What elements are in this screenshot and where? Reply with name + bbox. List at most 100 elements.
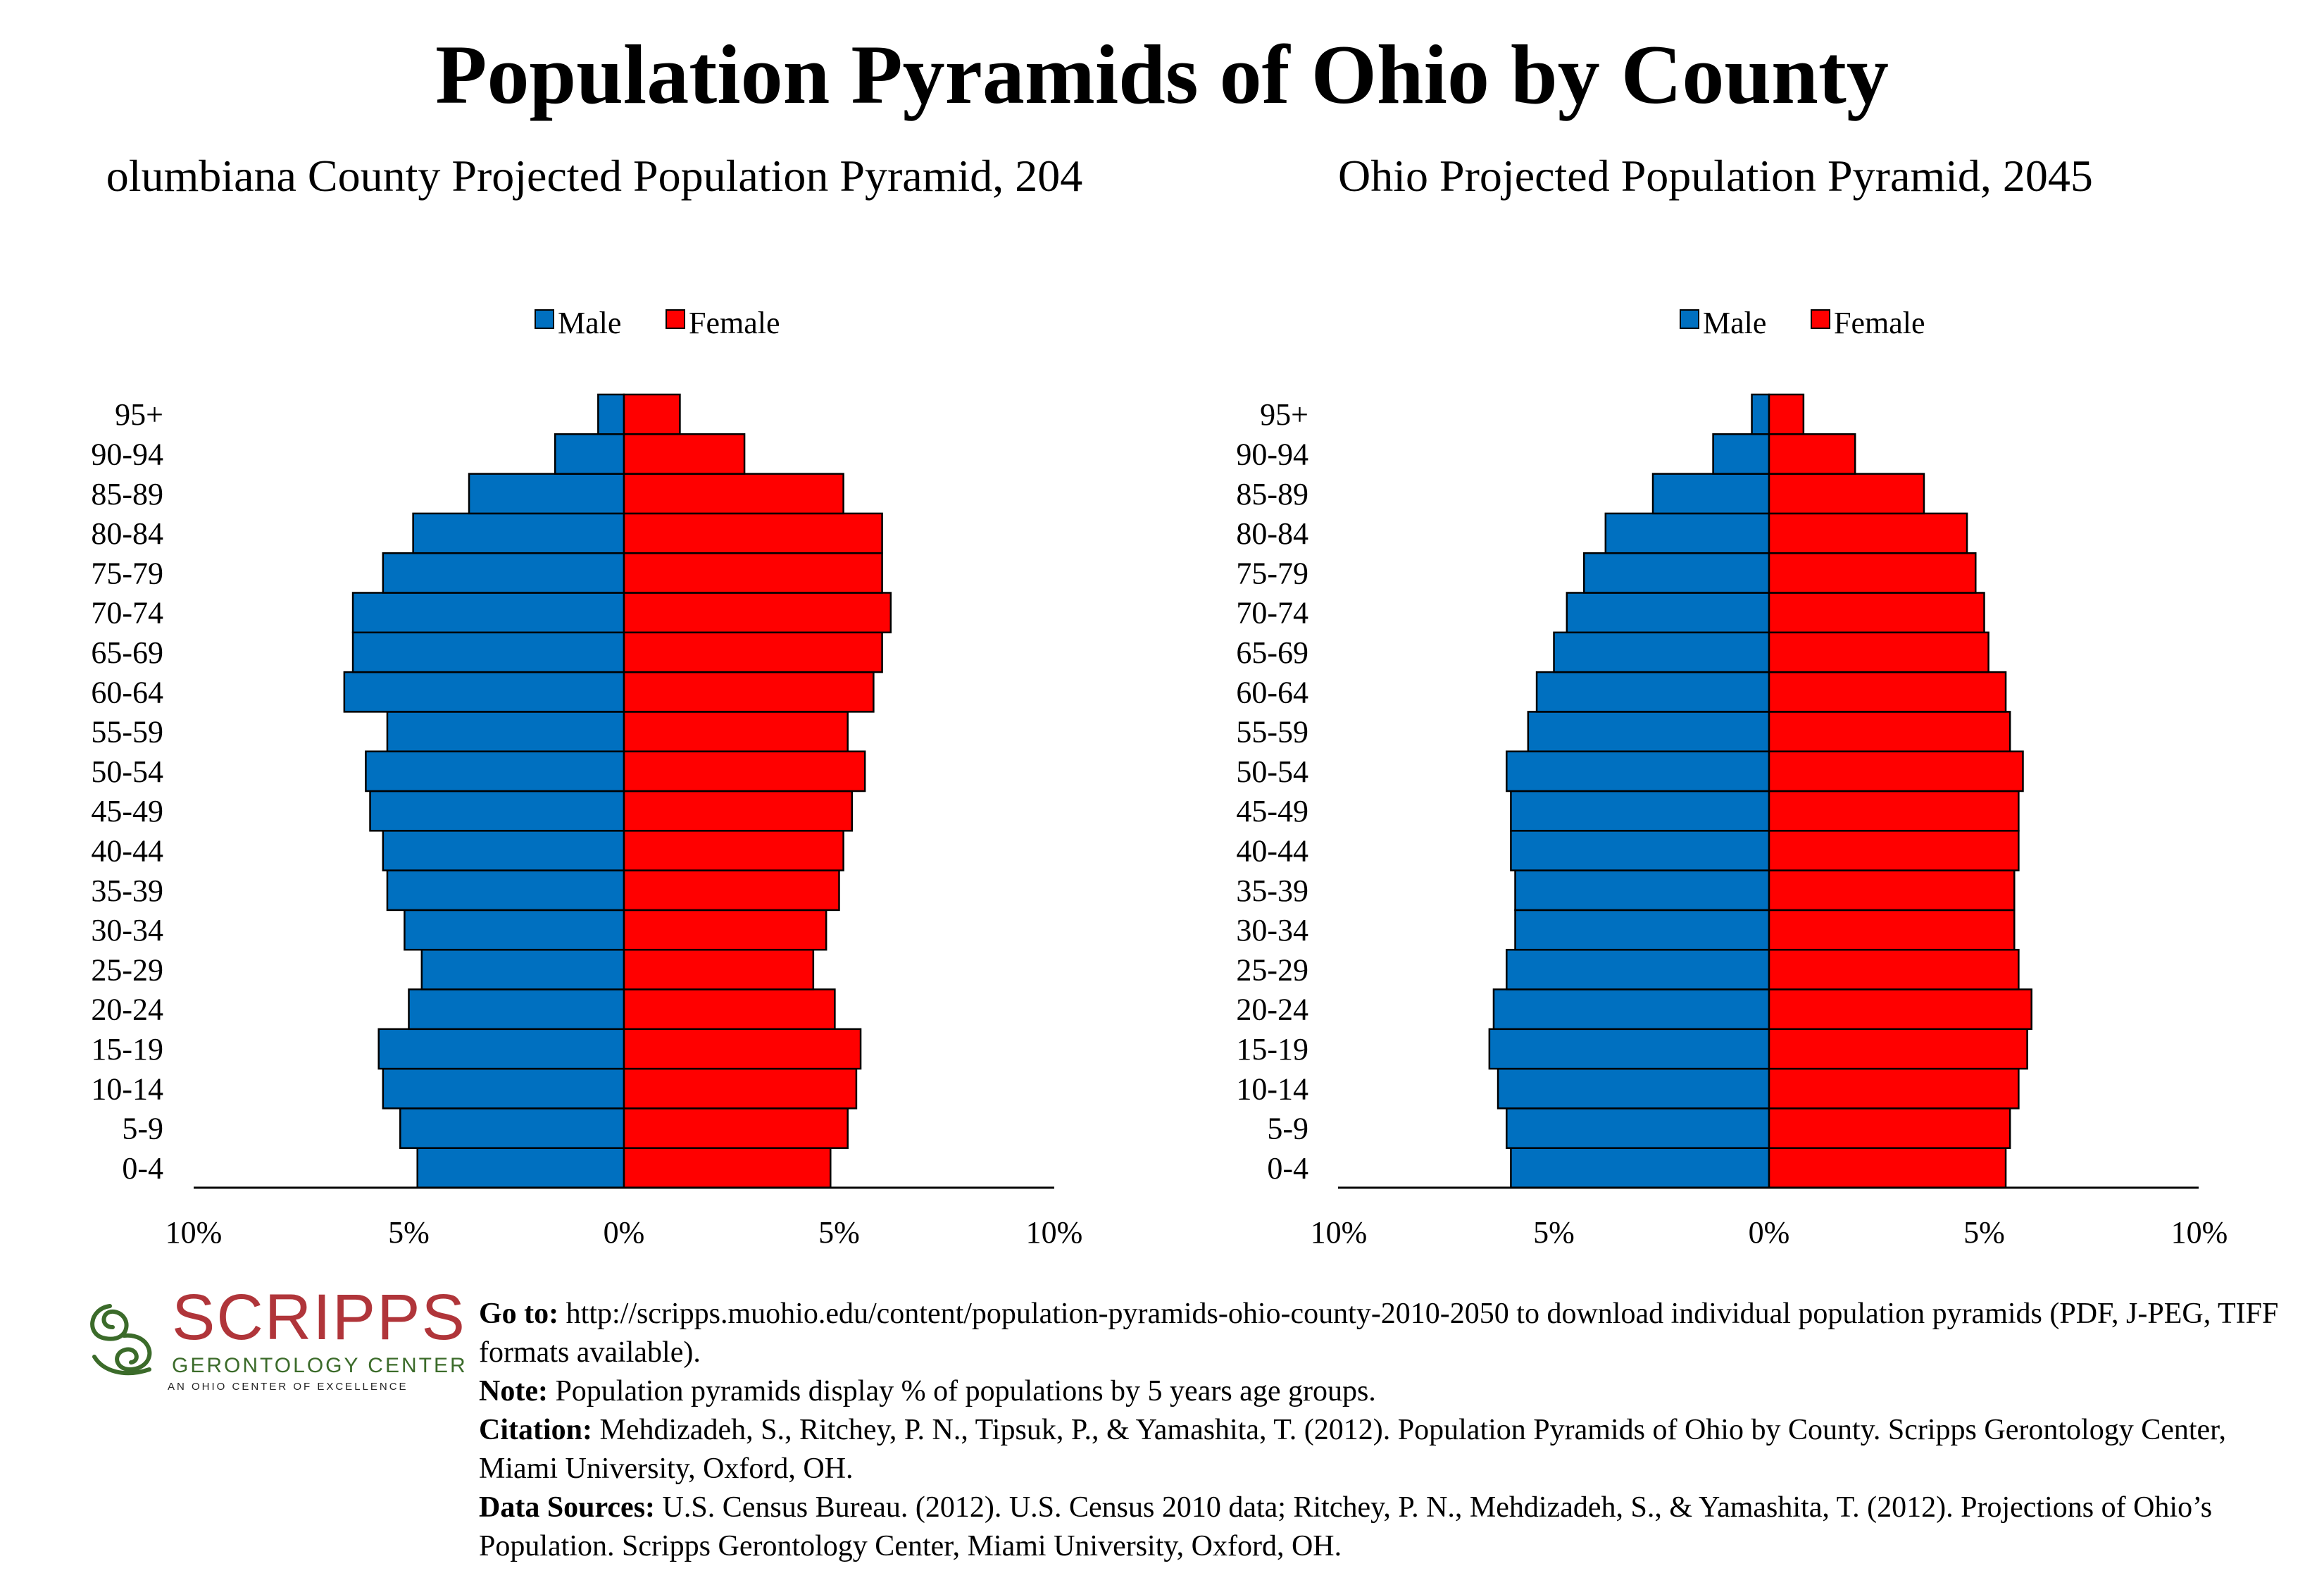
logo-word: SCRIPPS (172, 1281, 466, 1353)
bar-male-65-69 (1553, 631, 1770, 673)
bar-female-5-9 (1768, 1107, 2011, 1149)
x-tick-label: 5% (1533, 1215, 1575, 1250)
bar-female-90-94 (1768, 433, 1856, 475)
bar-male-95+ (597, 393, 625, 435)
bar-male-10-14 (382, 1067, 625, 1110)
age-label-50-54: 50-54 (1236, 754, 1308, 789)
legend-swatch-male (535, 309, 554, 329)
age-label-65-69: 65-69 (1236, 635, 1308, 670)
legend-label-male: Male (558, 306, 621, 340)
bar-male-95+ (1751, 393, 1770, 435)
bar-male-90-94 (554, 433, 625, 475)
age-label-10-14: 10-14 (1236, 1071, 1308, 1106)
bar-female-55-59 (1768, 711, 2011, 752)
age-label-40-44: 40-44 (1236, 833, 1308, 868)
legend-label-female: Female (689, 306, 780, 340)
age-label-90-94: 90-94 (91, 437, 163, 471)
logo-subtitle: GERONTOLOGY CENTER (172, 1354, 468, 1377)
pyramid-charts: Male Female 0-4 5-9 10-14 15-19 20-24 25-29 30-3… (91, 306, 2228, 1250)
bar-male-65-69 (351, 631, 625, 673)
age-label-80-84: 80-84 (1236, 516, 1308, 551)
bar-female-80-84 (1768, 512, 1968, 554)
bar-female-35-39 (1768, 869, 2016, 912)
age-label-55-59: 55-59 (91, 715, 163, 750)
note-line: Note: Population pyramids display % of p… (479, 1375, 1376, 1407)
age-label-30-34: 30-34 (1236, 913, 1308, 947)
age-label-95+: 95+ (115, 397, 163, 432)
bar-male-0-4 (416, 1147, 625, 1189)
x-tick-label: 10% (1026, 1215, 1083, 1250)
bar-female-15-19 (1768, 1028, 2028, 1070)
sources-note: Data Sources: U.S. Census Bureau. (2012)… (479, 1491, 2213, 1562)
legend-swatch-female (1811, 309, 1830, 329)
age-label-60-64: 60-64 (91, 675, 163, 709)
age-label-25-29: 25-29 (91, 952, 163, 987)
bar-female-60-64 (1768, 671, 2007, 713)
bar-male-5-9 (399, 1107, 625, 1149)
bar-male-45-49 (369, 790, 625, 832)
bar-female-70-74 (1768, 592, 1985, 634)
age-label-85-89: 85-89 (91, 477, 163, 511)
age-label-20-24: 20-24 (1236, 993, 1308, 1027)
bar-female-40-44 (623, 830, 844, 871)
bar-male-55-59 (386, 711, 625, 752)
bar-female-45-49 (623, 790, 854, 832)
bar-male-85-89 (1651, 473, 1770, 515)
bar-male-50-54 (365, 750, 625, 792)
left-chart-title: olumbiana County Projected Population Py… (106, 151, 1083, 201)
bar-female-25-29 (623, 948, 815, 990)
age-label-90-94: 90-94 (1236, 437, 1308, 471)
bar-male-70-74 (351, 592, 625, 634)
bar-female-50-54 (1768, 750, 2024, 792)
legend-swatch-female (666, 309, 685, 329)
bar-female-75-79 (1768, 552, 1977, 594)
age-label-75-79: 75-79 (1236, 556, 1308, 590)
bar-female-0-4 (1768, 1147, 2007, 1189)
age-label-55-59: 55-59 (1236, 715, 1308, 750)
legend-label-female: Female (1834, 306, 1925, 340)
bar-male-70-74 (1566, 592, 1770, 634)
legend-label-male: Male (1703, 306, 1766, 340)
goto-note: Go to: http://scripps.muohio.edu/content… (479, 1298, 2279, 1369)
notes-block: Go to: http://scripps.muohio.edu/content… (479, 1295, 2310, 1566)
bar-male-30-34 (404, 909, 625, 951)
x-tick-label: 10% (165, 1215, 223, 1250)
bar-female-85-89 (1768, 473, 1925, 515)
bar-female-10-14 (1768, 1067, 2020, 1110)
bar-female-35-39 (623, 869, 840, 912)
age-label-45-49: 45-49 (1236, 794, 1308, 828)
bar-female-65-69 (623, 631, 883, 673)
age-label-5-9: 5-9 (1267, 1112, 1308, 1146)
bar-female-20-24 (1768, 988, 2032, 1031)
age-label-0-4: 0-4 (122, 1151, 163, 1186)
bar-male-90-94 (1712, 433, 1770, 475)
age-label-35-39: 35-39 (91, 874, 163, 908)
bar-female-95+ (1768, 393, 1805, 435)
age-label-10-14: 10-14 (91, 1071, 163, 1106)
bar-female-20-24 (623, 988, 836, 1031)
x-tick-label: 0% (604, 1215, 645, 1250)
right-chart-title: Ohio Projected Population Pyramid, 2045 (1338, 151, 2093, 201)
bar-female-15-19 (623, 1028, 862, 1070)
bar-male-0-4 (1510, 1147, 1770, 1189)
bar-male-75-79 (1583, 552, 1770, 594)
age-label-45-49: 45-49 (91, 794, 163, 828)
x-tick-label: 5% (1963, 1215, 2005, 1250)
age-label-60-64: 60-64 (1236, 675, 1308, 709)
bar-female-40-44 (1768, 830, 2020, 871)
bar-female-0-4 (623, 1147, 832, 1189)
swirl-logo-icon (90, 1304, 152, 1376)
bar-male-40-44 (1510, 830, 1770, 871)
bar-male-80-84 (412, 512, 625, 554)
bar-male-25-29 (1506, 948, 1770, 990)
page-title: Population Pyramids of Ohio by County (435, 27, 1889, 121)
age-label-0-4: 0-4 (1267, 1151, 1308, 1186)
age-label-25-29: 25-29 (1236, 952, 1308, 987)
bar-female-95+ (623, 393, 681, 435)
citation-note: Citation: Mehdizadeh, S., Ritchey, P. N.… (479, 1414, 2226, 1485)
bar-male-30-34 (1514, 909, 1770, 951)
bar-male-45-49 (1510, 790, 1770, 832)
bar-female-55-59 (623, 711, 849, 752)
bar-female-5-9 (623, 1107, 849, 1149)
bar-male-15-19 (1488, 1028, 1770, 1070)
